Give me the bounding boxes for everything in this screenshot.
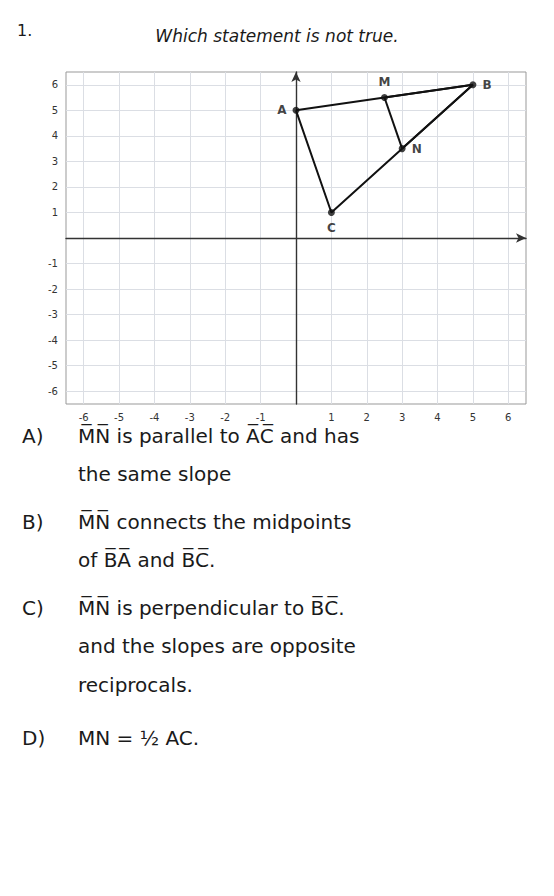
svg-text:3: 3	[399, 412, 405, 423]
svg-text:1.: 1.	[17, 21, 32, 40]
svg-text:M̅N̅ is parallel to A̅C̅ and h: M̅N̅ is parallel to A̅C̅ and has	[78, 423, 359, 448]
svg-text:reciprocals.: reciprocals.	[78, 673, 193, 697]
svg-text:M̅N̅ is perpendicular to B̅C̅.: M̅N̅ is perpendicular to B̅C̅.	[78, 595, 345, 620]
svg-text:1: 1	[328, 412, 334, 423]
svg-text:B: B	[482, 78, 491, 92]
svg-text:B): B)	[22, 510, 44, 534]
svg-text:-2: -2	[48, 284, 58, 295]
svg-text:MN = ½ AC.: MN = ½ AC.	[78, 726, 199, 750]
svg-text:M̅N̅ connects the midpoints: M̅N̅ connects the midpoints	[78, 509, 351, 534]
svg-text:A: A	[277, 103, 287, 117]
svg-text:-3: -3	[48, 309, 58, 320]
svg-text:and the slopes are opposite: and the slopes are opposite	[78, 634, 356, 658]
svg-text:Which statement is not true.: Which statement is not true.	[155, 26, 398, 46]
svg-text:A): A)	[22, 424, 43, 448]
svg-text:5: 5	[470, 412, 476, 423]
svg-text:-4: -4	[149, 412, 159, 423]
svg-text:N: N	[412, 142, 422, 156]
svg-text:D): D)	[22, 726, 45, 750]
svg-text:1: 1	[52, 207, 58, 218]
svg-text:-6: -6	[48, 386, 58, 397]
svg-text:4: 4	[434, 412, 440, 423]
svg-text:-3: -3	[185, 412, 195, 423]
svg-text:C): C)	[22, 596, 44, 620]
svg-text:-5: -5	[48, 360, 58, 371]
svg-text:-6: -6	[79, 412, 89, 423]
svg-text:of B̅A̅ and B̅C̅.: of B̅A̅ and B̅C̅.	[78, 547, 215, 572]
svg-text:-4: -4	[48, 335, 58, 346]
svg-text:M: M	[378, 75, 390, 89]
svg-text:-5: -5	[114, 412, 124, 423]
svg-text:2: 2	[364, 412, 370, 423]
svg-text:6: 6	[505, 412, 511, 423]
svg-text:-2: -2	[220, 412, 230, 423]
svg-text:3: 3	[52, 156, 58, 167]
svg-text:-1: -1	[48, 258, 58, 269]
svg-text:2: 2	[52, 181, 58, 192]
svg-text:4: 4	[52, 130, 58, 141]
svg-text:5: 5	[52, 105, 58, 116]
svg-text:6: 6	[52, 79, 58, 90]
svg-text:-1: -1	[256, 412, 266, 423]
svg-text:C: C	[327, 221, 336, 235]
svg-text:the same slope: the same slope	[78, 462, 231, 486]
